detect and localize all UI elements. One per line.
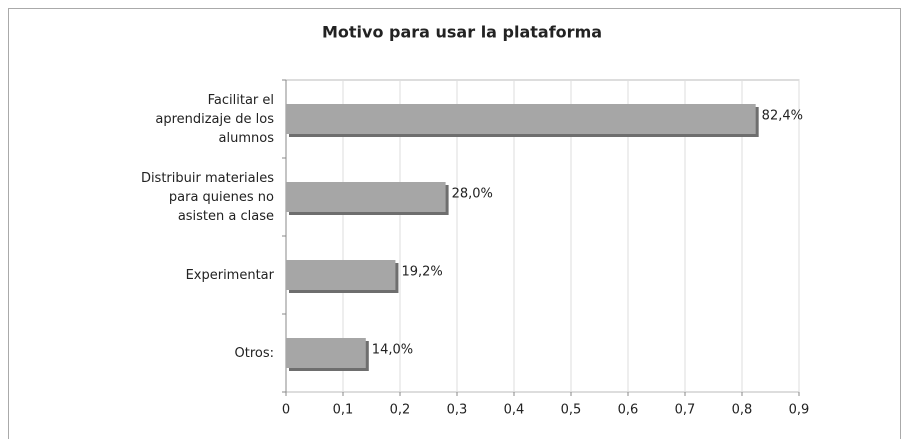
x-tick-label: 0,9 bbox=[789, 403, 810, 418]
x-tick-label: 0,3 bbox=[447, 403, 468, 418]
chart-title: Motivo para usar la plataforma bbox=[322, 23, 602, 42]
x-tick-label: 0,6 bbox=[618, 403, 639, 418]
value-label: 28,0% bbox=[452, 187, 493, 202]
value-label: 19,2% bbox=[401, 265, 442, 280]
y-tick-label: Otros: bbox=[235, 346, 275, 361]
x-tick-label: 0,2 bbox=[390, 403, 411, 418]
bar bbox=[286, 104, 756, 134]
x-tick-label: 0,7 bbox=[675, 403, 696, 418]
y-tick-label: Experimentar bbox=[186, 268, 275, 283]
x-tick-label: 0,1 bbox=[333, 403, 354, 418]
y-tick-label: Distribuir materiales para quienes no asis… bbox=[141, 171, 274, 224]
bar bbox=[286, 182, 446, 212]
x-tick-label: 0,4 bbox=[504, 403, 525, 418]
bar bbox=[286, 260, 396, 290]
bar bbox=[286, 338, 366, 368]
y-tick-label: Facilitar el aprendizaje de los alumnos bbox=[155, 93, 274, 146]
value-label: 14,0% bbox=[372, 343, 413, 358]
chart-border bbox=[8, 8, 901, 439]
x-tick-label: 0,5 bbox=[561, 403, 582, 418]
x-tick-label: 0,8 bbox=[732, 403, 753, 418]
x-tick-label: 0 bbox=[282, 403, 290, 418]
value-label: 82,4% bbox=[762, 109, 803, 124]
